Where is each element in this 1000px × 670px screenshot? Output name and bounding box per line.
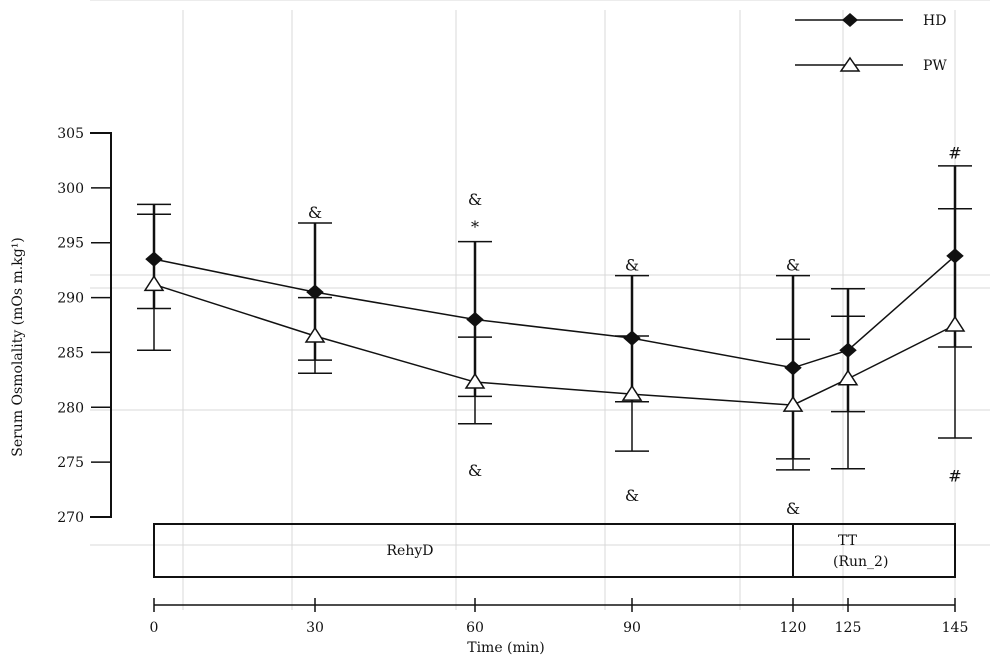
x-tick-label-0: 0 — [150, 620, 159, 636]
y-axis-label: Serum Osmolality (mOs m.kg¹) — [10, 237, 26, 457]
y-ticks: 270 275 280 285 290 295 300 305 — [57, 126, 111, 526]
annotations: & & * & & # & & & # — [308, 144, 962, 518]
point-PW-120 — [782, 395, 804, 412]
annotation-1: & — [468, 190, 482, 209]
point-PW-60 — [464, 372, 486, 389]
grid — [90, 0, 990, 610]
y-tick-label-280: 280 — [57, 400, 84, 416]
x-tick-label-90: 90 — [623, 620, 641, 636]
annotation-6: & — [468, 461, 482, 480]
series — [137, 165, 972, 471]
phase-label-0: RehyD — [387, 543, 434, 559]
point-PW-145 — [944, 315, 966, 332]
point-PW-125 — [837, 369, 859, 386]
point-HD-60 — [466, 311, 484, 328]
y-tick-label-300: 300 — [57, 181, 84, 197]
phase-bar: RehyD TT (Run_2) — [153, 523, 956, 578]
series-PW — [137, 207, 972, 471]
legend-label-HD: HD — [923, 13, 946, 29]
phase-label-1-line-1: (Run_2) — [833, 554, 888, 570]
y-tick-label-290: 290 — [57, 291, 84, 307]
annotation-3: & — [625, 256, 639, 275]
x-tick-label-120: 120 — [780, 620, 807, 636]
y-tick-label-305: 305 — [57, 126, 84, 142]
y-tick-label-270: 270 — [57, 510, 84, 526]
x-tick-label-125: 125 — [835, 620, 862, 636]
point-PW-30 — [304, 326, 326, 343]
annotation-4: & — [786, 256, 800, 275]
x-tick-label-60: 60 — [466, 620, 484, 636]
annotation-5: # — [948, 144, 961, 163]
point-PW-90 — [621, 384, 643, 401]
annotation-0: & — [308, 203, 322, 222]
y-tick-label-285: 285 — [57, 345, 84, 361]
legend-marker-HD — [842, 13, 858, 27]
y-tick-label-295: 295 — [57, 236, 84, 252]
phase-label-1-line-0: TT — [838, 533, 858, 549]
series-line-PW — [153, 283, 956, 406]
series-HD — [137, 165, 972, 460]
x-tick-label-145: 145 — [942, 620, 969, 636]
x-ticks: 0 30 60 90 120 125 145 — [150, 598, 969, 636]
phase-label-1: TT (Run_2) — [833, 533, 888, 570]
legend-marker-PW — [839, 56, 861, 72]
y-axis — [90, 132, 112, 518]
x-axis-label: Time (min) — [467, 640, 545, 656]
annotation-9: # — [948, 466, 961, 485]
point-PW-0 — [143, 275, 165, 292]
x-tick-label-30: 30 — [306, 620, 324, 636]
legend-label-PW: PW — [923, 58, 947, 74]
series-line-HD — [153, 255, 956, 369]
legend: HD PW — [795, 13, 947, 74]
annotation-7: & — [625, 486, 639, 505]
annotation-8: & — [786, 499, 800, 518]
phase-box — [153, 523, 956, 578]
y-tick-label-275: 275 — [57, 455, 84, 471]
annotation-2: * — [471, 217, 479, 236]
